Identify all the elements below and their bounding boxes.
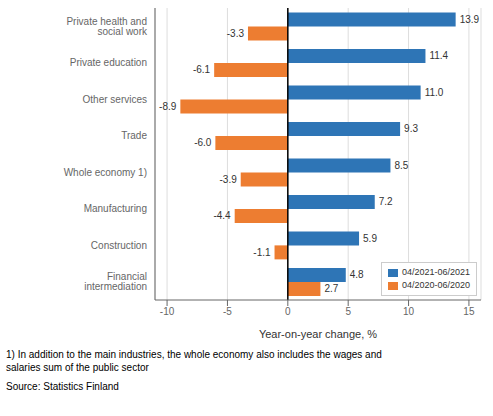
svg-text:Manufacturing: Manufacturing <box>84 203 147 214</box>
svg-text:15: 15 <box>463 306 475 317</box>
svg-text:-3.9: -3.9 <box>219 174 237 185</box>
svg-text:-4.4: -4.4 <box>213 210 231 221</box>
html-text:Source: Statistics Finland: Source: Statistics Finland <box>6 381 119 392</box>
svg-text:Private education: Private education <box>70 57 147 68</box>
svg-text:-5: -5 <box>223 306 232 317</box>
svg-text:-3.3: -3.3 <box>227 28 245 39</box>
svg-text:8.5: 8.5 <box>394 160 408 171</box>
svg-text:Other services: Other services <box>83 94 147 105</box>
html-text:1) In addition to the main ind: 1) In addition to the main industries, t… <box>6 349 382 373</box>
svg-text:11.4: 11.4 <box>429 50 448 61</box>
svg-text:4.8: 4.8 <box>350 269 364 280</box>
svg-text:10: 10 <box>403 306 415 317</box>
svg-text:7.2: 7.2 <box>379 196 393 207</box>
svg-text:Whole economy 1): Whole economy 1) <box>64 167 147 178</box>
svg-text:0: 0 <box>285 306 291 317</box>
html-text:04/2021-06/2021: 04/2021-06/2021 <box>401 267 470 277</box>
svg-text:11.0: 11.0 <box>425 87 444 98</box>
svg-text:13.9: 13.9 <box>460 14 480 25</box>
svg-text:2.7: 2.7 <box>324 283 338 294</box>
svg-text:5: 5 <box>345 306 351 317</box>
svg-text:5.9: 5.9 <box>363 233 377 244</box>
svg-text:Trade: Trade <box>121 130 147 141</box>
svg-text:-8.9: -8.9 <box>159 101 177 112</box>
svg-text:Construction: Construction <box>91 240 147 251</box>
svg-text:-10: -10 <box>160 306 175 317</box>
svg-text:Financialintermediation: Financialintermediation <box>84 271 147 292</box>
html-text:04/2020-06/2020: 04/2020-06/2020 <box>401 280 470 290</box>
svg-text:-1.1: -1.1 <box>253 247 271 258</box>
svg-text:-6.1: -6.1 <box>193 64 211 75</box>
svg-text:-6.0: -6.0 <box>194 137 212 148</box>
svg-text:Private health andsocial work: Private health andsocial work <box>66 16 148 37</box>
svg-text:Year-on-year change, %: Year-on-year change, % <box>259 328 377 340</box>
svg-text:9.3: 9.3 <box>404 123 418 134</box>
